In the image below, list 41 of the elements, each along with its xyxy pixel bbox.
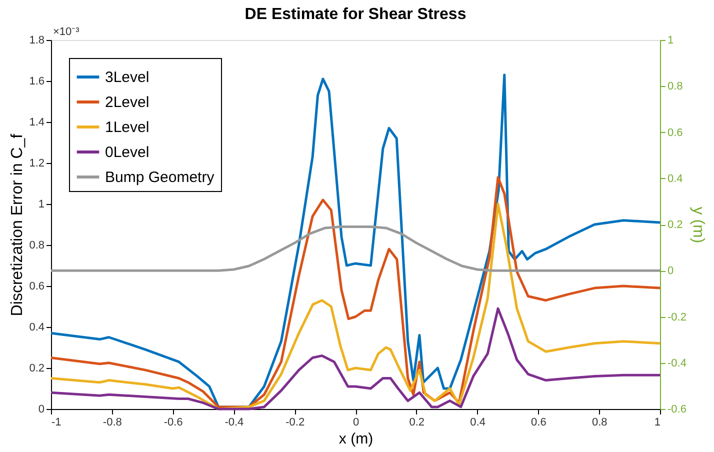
- y2-axis-title: y (m): [689, 206, 706, 244]
- y-tick-label: 0.2: [29, 362, 44, 374]
- y-tick-label: 1.6: [29, 76, 44, 88]
- legend-label: 3Level: [105, 69, 150, 86]
- legend-label: 0Level: [105, 144, 150, 161]
- x-tick-label: 0.4: [470, 416, 486, 428]
- x-tick-label: -0.8: [102, 416, 122, 428]
- y2-tick-label: 0.8: [668, 80, 683, 93]
- y2-tick-label: 1: [668, 34, 674, 46]
- y2-tick-label: 0.4: [668, 172, 683, 185]
- x-tick-label: -0.4: [224, 416, 244, 428]
- y-tick-label: 1.4: [29, 116, 44, 128]
- legend-label: 1Level: [105, 119, 150, 136]
- x-tick-label: 0.6: [531, 416, 546, 428]
- x-tick-label: -1: [52, 416, 62, 428]
- x-tick-label: -0.6: [164, 416, 183, 428]
- y-tick-label: 0.4: [29, 322, 44, 334]
- text: ×10⁻³: [53, 26, 80, 38]
- y-tick-label: 0.6: [29, 280, 44, 292]
- y-tick-label: 1.2: [29, 158, 44, 170]
- x-tick-label: 0.2: [409, 416, 425, 428]
- y-tick-label: 0: [38, 404, 44, 416]
- y-tick-label: 1: [38, 198, 44, 210]
- y2-tick-label: 0: [668, 265, 674, 278]
- x-tick-label: 0.8: [592, 416, 608, 428]
- legend-label: Bump Geometry: [105, 169, 215, 186]
- y-axis-title: Discretization Error in C_f: [9, 133, 26, 316]
- line-series: [50, 226, 662, 272]
- x-tick-label: -0.2: [286, 416, 305, 428]
- y2-tick-label: 0.6: [668, 126, 683, 139]
- y2-tick-label: -0.2: [668, 311, 686, 324]
- y-tick-label: 0.8: [29, 240, 44, 252]
- y2-tick-label: -0.6: [668, 404, 686, 416]
- x-tick-label: 1: [654, 416, 660, 428]
- x-axis-title: x (m): [338, 430, 374, 448]
- chart-title: DE Estimate for Shear Stress: [244, 6, 466, 23]
- legend-label: 2Level: [105, 94, 150, 111]
- y2-tick-label: -0.4: [668, 357, 686, 370]
- x-tick-label: 0: [352, 416, 360, 428]
- y2-tick-label: 0.2: [668, 219, 683, 231]
- y-tick-label: 1.8: [29, 34, 44, 46]
